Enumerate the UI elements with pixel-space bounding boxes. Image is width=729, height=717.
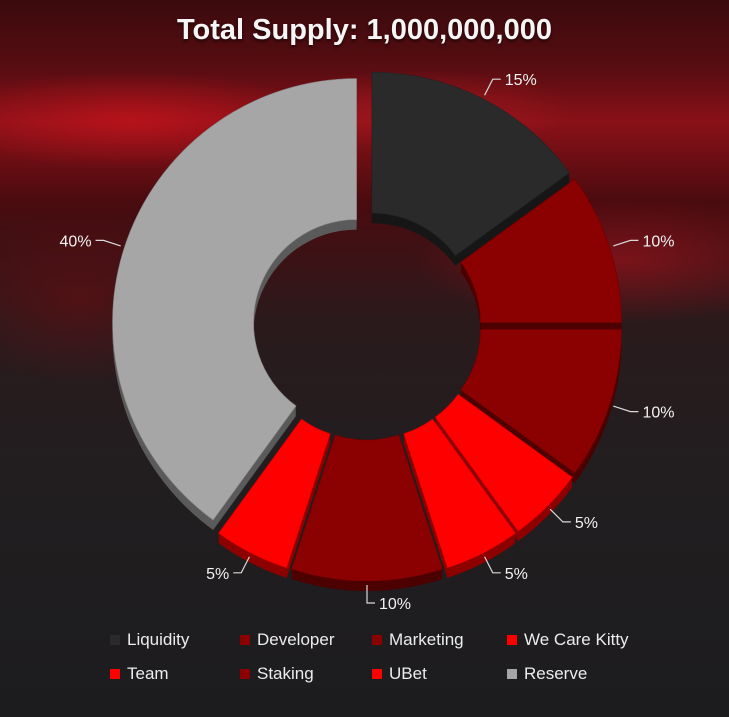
data-label-team: 5% (505, 566, 528, 583)
leader-line-developer (613, 239, 639, 247)
legend-swatch (240, 635, 250, 645)
legend-item-reserve: Reserve (507, 664, 670, 684)
legend-item-we-care-kitty: We Care Kitty (507, 630, 670, 650)
leader-line-marketing (613, 405, 639, 413)
slice-ubet (218, 418, 331, 569)
slice-reserve (112, 78, 357, 521)
legend-swatch (507, 635, 517, 645)
legend-item-marketing: Marketing (372, 630, 507, 650)
data-label-reserve: 40% (60, 233, 92, 250)
chart-legend: Liquidity Developer Marketing We Care Kitty… (110, 630, 670, 684)
legend-label: Reserve (524, 664, 588, 683)
leader-line-ubet (233, 556, 250, 574)
slice-liquidity (371, 71, 570, 257)
legend-item-staking: Staking (240, 664, 372, 684)
leader-line-liquidity (484, 78, 501, 96)
legend-label: Marketing (389, 630, 464, 649)
leader-line-we-care-kitty (549, 508, 571, 523)
slice-staking (291, 434, 443, 582)
leader-line-team (484, 556, 501, 574)
legend-label: Developer (257, 630, 335, 649)
legend-label: UBet (389, 664, 427, 683)
legend-label: Team (127, 664, 169, 683)
leader-line-staking (366, 585, 375, 604)
legend-item-liquidity: Liquidity (110, 630, 240, 650)
data-label-ubet: 5% (206, 566, 229, 583)
data-label-marketing: 10% (642, 405, 674, 422)
slice-marketing (460, 329, 622, 474)
chart-title: Total Supply: 1,000,000,000 (176, 14, 553, 46)
slice-developer (460, 178, 622, 323)
legend-item-ubet: UBet (372, 664, 507, 684)
legend-item-developer: Developer (240, 630, 372, 650)
legend-swatch (372, 635, 382, 645)
legend-label: Liquidity (127, 630, 190, 649)
legend-item-team: Team (110, 664, 240, 684)
legend-label: Staking (257, 664, 314, 683)
legend-swatch (110, 669, 120, 679)
slice-we-care-kitty (434, 393, 573, 532)
legend-label: We Care Kitty (524, 630, 629, 649)
data-label-we-care-kitty: 5% (575, 515, 598, 532)
legend-swatch (110, 635, 120, 645)
data-label-developer: 10% (642, 233, 674, 250)
leader-line-reserve (95, 239, 121, 247)
data-label-liquidity: 15% (505, 72, 537, 89)
legend-swatch (507, 669, 517, 679)
slice-team (403, 418, 516, 569)
legend-swatch (372, 669, 382, 679)
legend-swatch (240, 669, 250, 679)
data-label-staking: 10% (379, 596, 411, 613)
